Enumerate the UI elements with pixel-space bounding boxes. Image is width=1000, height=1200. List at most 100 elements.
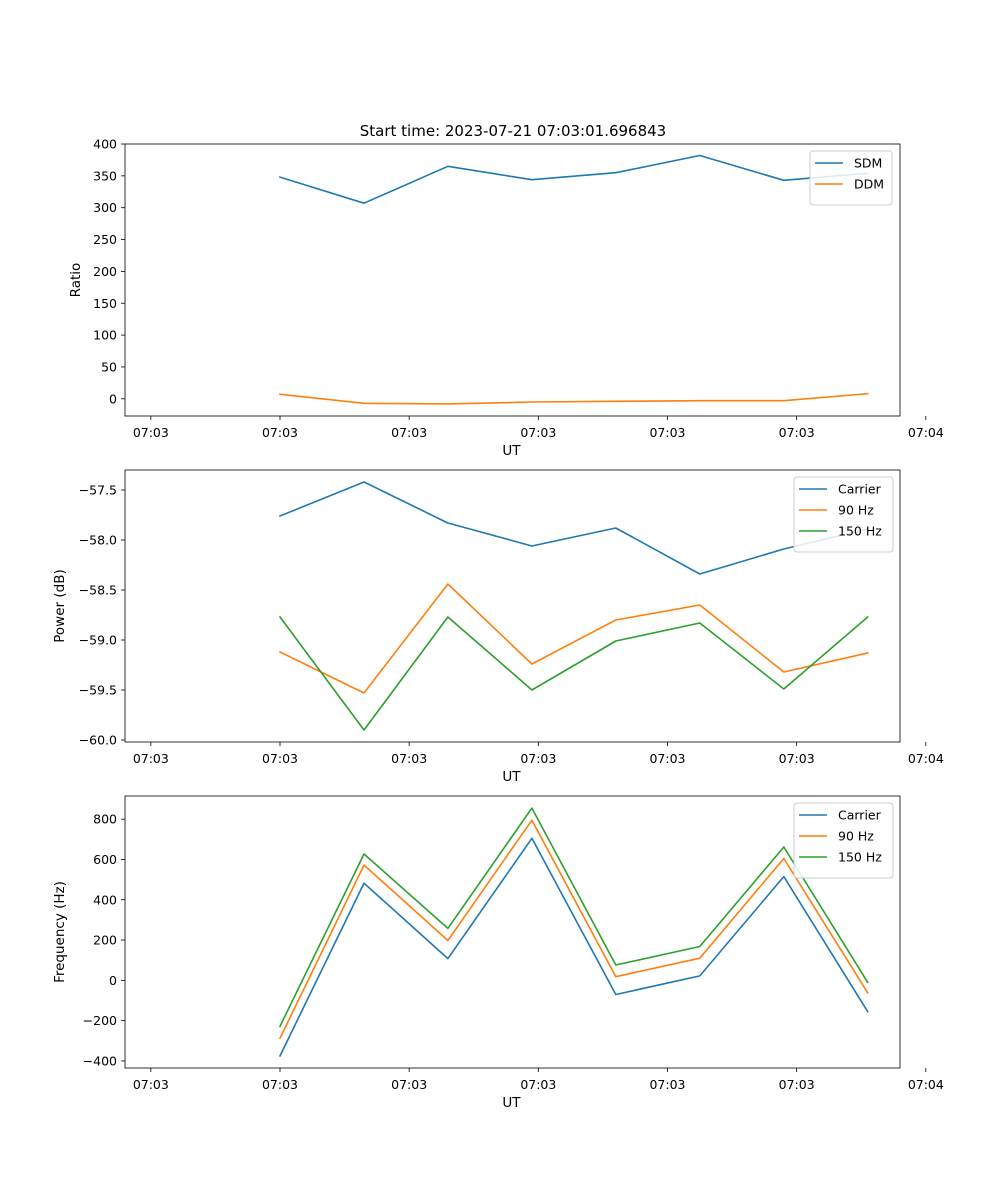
data-point bbox=[363, 202, 365, 204]
y-tick-label: −58.5 bbox=[79, 583, 117, 598]
data-point bbox=[867, 1011, 869, 1013]
legend: Carrier 90 Hz 150 Hz bbox=[793, 476, 894, 553]
x-tick-label: 07:03 bbox=[133, 1077, 169, 1092]
data-point bbox=[867, 992, 869, 994]
data-point bbox=[867, 393, 869, 395]
data-point bbox=[699, 975, 701, 977]
data-point bbox=[699, 622, 701, 624]
data-point bbox=[615, 527, 617, 529]
data-point bbox=[531, 663, 533, 665]
data-point bbox=[531, 545, 533, 547]
series-line-ddm bbox=[279, 392, 869, 405]
y-tick-label: 0 bbox=[109, 391, 117, 406]
x-tick-label: 07:03 bbox=[520, 751, 556, 766]
axes-frame bbox=[124, 795, 901, 1069]
x-tick-label: 07:03 bbox=[649, 1077, 685, 1092]
data-point bbox=[615, 400, 617, 402]
legend-entry: 90 Hz bbox=[838, 829, 874, 844]
data-point bbox=[699, 573, 701, 575]
data-point bbox=[363, 692, 365, 694]
x-tick-label: 07:04 bbox=[908, 425, 944, 440]
y-axis-label: Frequency (Hz) bbox=[52, 881, 68, 983]
data-point bbox=[783, 858, 785, 860]
data-point bbox=[279, 176, 281, 178]
x-tick-label: 07:03 bbox=[133, 425, 169, 440]
data-point bbox=[363, 853, 365, 855]
x-tick-label: 07:03 bbox=[520, 425, 556, 440]
series-line-90-hz bbox=[278, 819, 869, 1040]
y-axis-label: Power (dB) bbox=[52, 569, 68, 642]
data-point bbox=[279, 616, 281, 618]
data-point bbox=[447, 522, 449, 524]
legend: SDM DDM bbox=[809, 150, 893, 206]
chart-panel-1: 0 50 100 150 200 250 300 350 400 07:03 07:03 07:03 0… bbox=[68, 137, 944, 460]
legend-entry: DDM bbox=[854, 177, 884, 192]
data-point bbox=[363, 864, 365, 866]
data-point bbox=[531, 819, 533, 821]
y-tick-label: 600 bbox=[93, 852, 117, 867]
legend-box bbox=[793, 476, 894, 553]
series-line-sdm bbox=[278, 154, 869, 204]
legend-entry: 150 Hz bbox=[838, 850, 882, 865]
data-point bbox=[279, 515, 281, 517]
legend-entry: 90 Hz bbox=[838, 503, 874, 518]
x-tick-label: 07:03 bbox=[649, 425, 685, 440]
y-tick-label: 50 bbox=[101, 359, 117, 374]
y-tick-label: 400 bbox=[93, 892, 117, 907]
data-point bbox=[615, 994, 617, 996]
data-point bbox=[699, 946, 701, 948]
x-tick-label: 07:03 bbox=[779, 751, 815, 766]
legend: Carrier 90 Hz 150 Hz bbox=[793, 802, 894, 879]
figure-title: Start time: 2023-07-21 07:03:01.696843 bbox=[360, 122, 666, 140]
x-tick-label: 07:03 bbox=[779, 1077, 815, 1092]
data-point bbox=[447, 403, 449, 405]
x-tick-label: 07:04 bbox=[908, 1077, 944, 1092]
y-axis-label: Ratio bbox=[68, 263, 84, 298]
y-tick-label: 250 bbox=[93, 232, 117, 247]
y-tick-label: 150 bbox=[93, 296, 117, 311]
data-point bbox=[783, 876, 785, 878]
data-point bbox=[615, 640, 617, 642]
x-tick-label: 07:03 bbox=[262, 751, 298, 766]
y-tick-label: 200 bbox=[93, 933, 117, 948]
data-point bbox=[279, 393, 281, 395]
legend-entry: Carrier bbox=[838, 808, 882, 823]
data-point bbox=[615, 976, 617, 978]
y-tick-label: −200 bbox=[83, 1013, 117, 1028]
data-point bbox=[699, 604, 701, 606]
y-tick-label: 800 bbox=[93, 812, 117, 827]
data-point bbox=[615, 619, 617, 621]
axes-frame bbox=[124, 143, 901, 417]
x-tick-label: 07:03 bbox=[391, 425, 427, 440]
x-tick-label: 07:03 bbox=[262, 1077, 298, 1092]
x-axis-label: UT bbox=[502, 1095, 521, 1111]
x-tick-label: 07:03 bbox=[391, 1077, 427, 1092]
data-point bbox=[699, 400, 701, 402]
x-tick-label: 07:03 bbox=[262, 425, 298, 440]
x-axis-label: UT bbox=[502, 769, 521, 785]
series-line-carrier bbox=[278, 837, 869, 1057]
y-tick-label: 200 bbox=[93, 264, 117, 279]
data-point bbox=[867, 981, 869, 983]
data-point bbox=[531, 179, 533, 181]
data-point bbox=[615, 172, 617, 174]
data-point bbox=[279, 1025, 281, 1027]
data-point bbox=[363, 729, 365, 731]
x-tick-label: 07:03 bbox=[391, 751, 427, 766]
legend-entry: Carrier bbox=[838, 482, 882, 497]
y-tick-label: −57.5 bbox=[79, 483, 117, 498]
data-point bbox=[783, 400, 785, 402]
data-point bbox=[531, 807, 533, 809]
data-point bbox=[531, 837, 533, 839]
x-tick-label: 07:03 bbox=[133, 751, 169, 766]
chart-panel-2: −60.0 −59.5 −59.0 −58.5 −58.0 −57.5 07:03 07:03… bbox=[52, 469, 944, 785]
data-point bbox=[279, 651, 281, 653]
data-point bbox=[867, 652, 869, 654]
data-point bbox=[783, 671, 785, 673]
y-tick-label: 100 bbox=[93, 328, 117, 343]
series-line-150-hz bbox=[278, 615, 869, 731]
data-point bbox=[279, 1037, 281, 1039]
data-point bbox=[447, 583, 449, 585]
legend-box bbox=[793, 802, 894, 879]
